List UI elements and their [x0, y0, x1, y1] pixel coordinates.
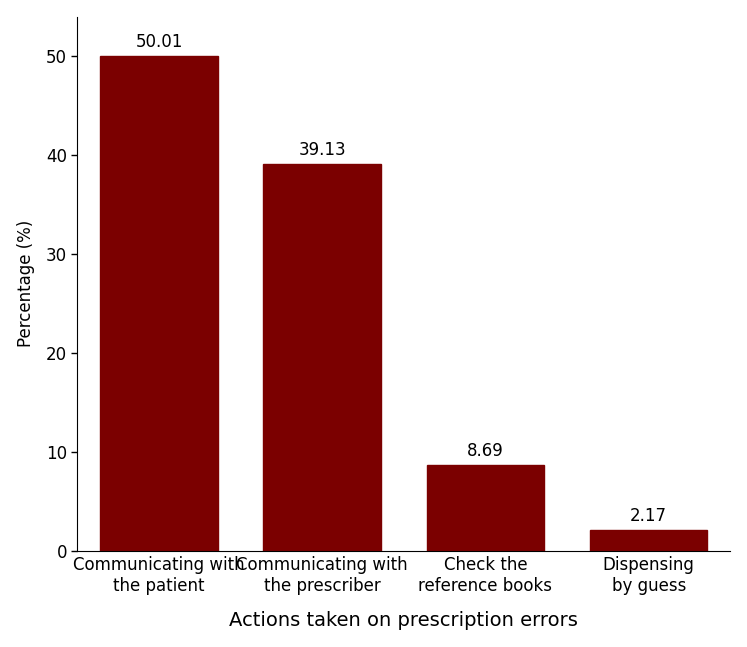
Bar: [590, 529, 707, 551]
Text: 8.69: 8.69: [467, 442, 503, 460]
X-axis label: Actions taken on prescription errors: Actions taken on prescription errors: [229, 611, 578, 630]
Text: 39.13: 39.13: [298, 141, 346, 159]
Bar: [100, 56, 217, 551]
Bar: [264, 164, 381, 551]
Y-axis label: Percentage (%): Percentage (%): [16, 220, 34, 347]
Text: 50.01: 50.01: [135, 33, 182, 51]
Bar: [427, 465, 545, 551]
Text: 2.17: 2.17: [630, 507, 667, 525]
